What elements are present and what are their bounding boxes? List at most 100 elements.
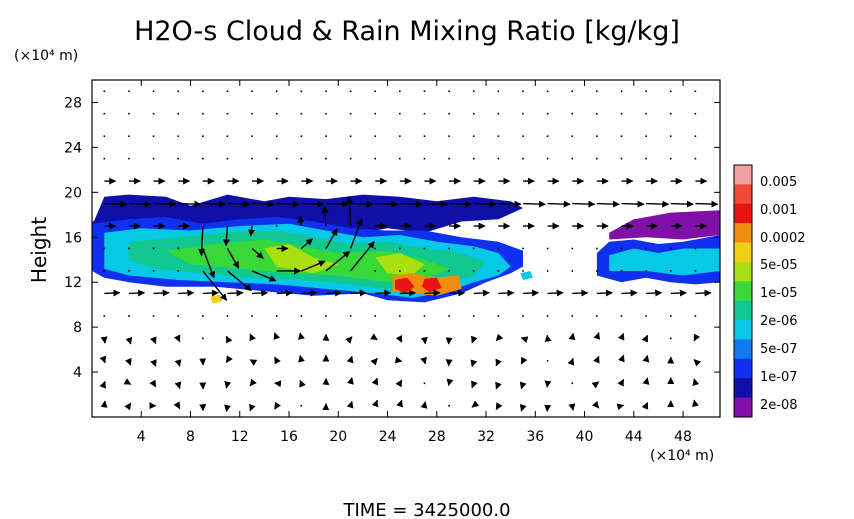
wind-vector: [99, 355, 107, 364]
x-tick-label: 36: [526, 429, 544, 445]
field-rain-red1: [394, 277, 415, 294]
wind-vector: [522, 289, 540, 297]
wind-vector: [572, 200, 596, 208]
wind-vector: [620, 112, 623, 115]
wind-vector: [669, 315, 672, 317]
wind-vector: [325, 315, 327, 317]
wind-vector: [325, 200, 350, 208]
wind-vector: [374, 157, 377, 160]
wind-vector: [645, 270, 647, 272]
wind-vector: [642, 354, 650, 363]
wind-vector: [399, 90, 401, 93]
colorbar-swatch: [734, 242, 752, 263]
wind-vector: [399, 112, 401, 115]
wind-vector: [572, 289, 589, 297]
colorbar-swatch: [734, 261, 752, 282]
wind-vector: [694, 157, 697, 160]
wind-vector: [374, 270, 377, 272]
wind-vector: [591, 381, 600, 389]
wind-vector: [371, 377, 379, 386]
colorbar-label: 0.001: [760, 203, 797, 218]
wind-vector: [399, 200, 423, 208]
x-tick-label: 40: [576, 429, 594, 445]
wind-vector: [645, 315, 647, 317]
wind-vector: [174, 359, 182, 367]
wind-vector: [568, 332, 576, 341]
wind-vector: [420, 401, 428, 409]
wind-vector: [124, 402, 132, 411]
colorbar-label: 1e-07: [760, 370, 798, 385]
wind-vector: [670, 200, 694, 208]
wind-vector: [198, 226, 206, 257]
wind-vector: [103, 90, 106, 93]
wind-vector: [252, 200, 276, 208]
wind-vector: [448, 315, 450, 317]
wind-vector: [225, 335, 233, 344]
wind-vector: [495, 333, 504, 342]
wind-vector: [669, 90, 672, 93]
x-tick-label: 20: [329, 429, 347, 445]
wind-vector: [497, 315, 500, 317]
wind-vector: [273, 332, 281, 340]
wind-vector: [152, 247, 155, 250]
colorbar-swatch: [734, 397, 752, 418]
wind-vector: [249, 403, 256, 412]
wind-vector: [396, 399, 403, 408]
wind-vector: [547, 200, 571, 208]
wind-vector: [546, 315, 549, 317]
wind-vector: [669, 157, 672, 160]
colorbar-label: 0.0002: [760, 231, 806, 246]
wind-vector: [571, 135, 574, 137]
wind-vector: [448, 90, 450, 93]
wind-vector: [150, 336, 157, 345]
y-tick-label: 8: [73, 320, 82, 336]
wind-vector: [522, 112, 524, 115]
wind-vector: [694, 112, 697, 115]
wind-vector: [177, 157, 179, 160]
wind-vector: [202, 90, 204, 93]
x-tick-label: 8: [186, 429, 195, 445]
wind-vector: [177, 112, 179, 115]
wind-vector: [641, 402, 649, 410]
wind-vector: [495, 381, 502, 390]
wind-vector: [251, 315, 253, 317]
field-fringe-right: [609, 210, 720, 240]
wind-vector: [473, 200, 497, 208]
colorbar-frame: [733, 164, 753, 418]
colorbar-swatch: [734, 184, 752, 205]
wind-vector: [325, 135, 327, 137]
wind-vector: [346, 400, 354, 409]
wind-vector: [374, 112, 377, 115]
wind-vector: [178, 289, 195, 297]
wind-vector: [497, 247, 500, 250]
wind-vector: [152, 157, 155, 160]
wind-vector: [423, 382, 426, 385]
wind-vector: [571, 112, 574, 115]
wind-vector: [300, 135, 303, 137]
wind-vector: [472, 90, 475, 93]
wind-vector: [301, 289, 318, 297]
wind-vector: [173, 334, 181, 343]
wind-vector: [202, 270, 228, 301]
wind-vector: [350, 200, 374, 208]
wind-vector: [448, 135, 450, 137]
wind-vector: [571, 157, 574, 160]
colorbar-swatch: [734, 223, 752, 244]
wind-vector: [321, 205, 329, 227]
wind-vector: [349, 135, 352, 137]
wind-vector: [370, 357, 378, 366]
wind-vector: [346, 355, 354, 364]
wind-vector: [645, 90, 647, 93]
wind-vector: [325, 112, 327, 115]
wind-vector: [276, 289, 293, 297]
wind-vector: [123, 378, 132, 385]
wind-vector: [395, 334, 403, 343]
colorbar-label: 5e-07: [760, 342, 798, 357]
wind-vector: [596, 90, 598, 93]
wind-vector: [596, 112, 598, 115]
wind-vector: [375, 289, 392, 297]
wind-vector: [645, 112, 647, 115]
wind-vector: [423, 112, 426, 115]
field-small-patch: [210, 294, 223, 304]
